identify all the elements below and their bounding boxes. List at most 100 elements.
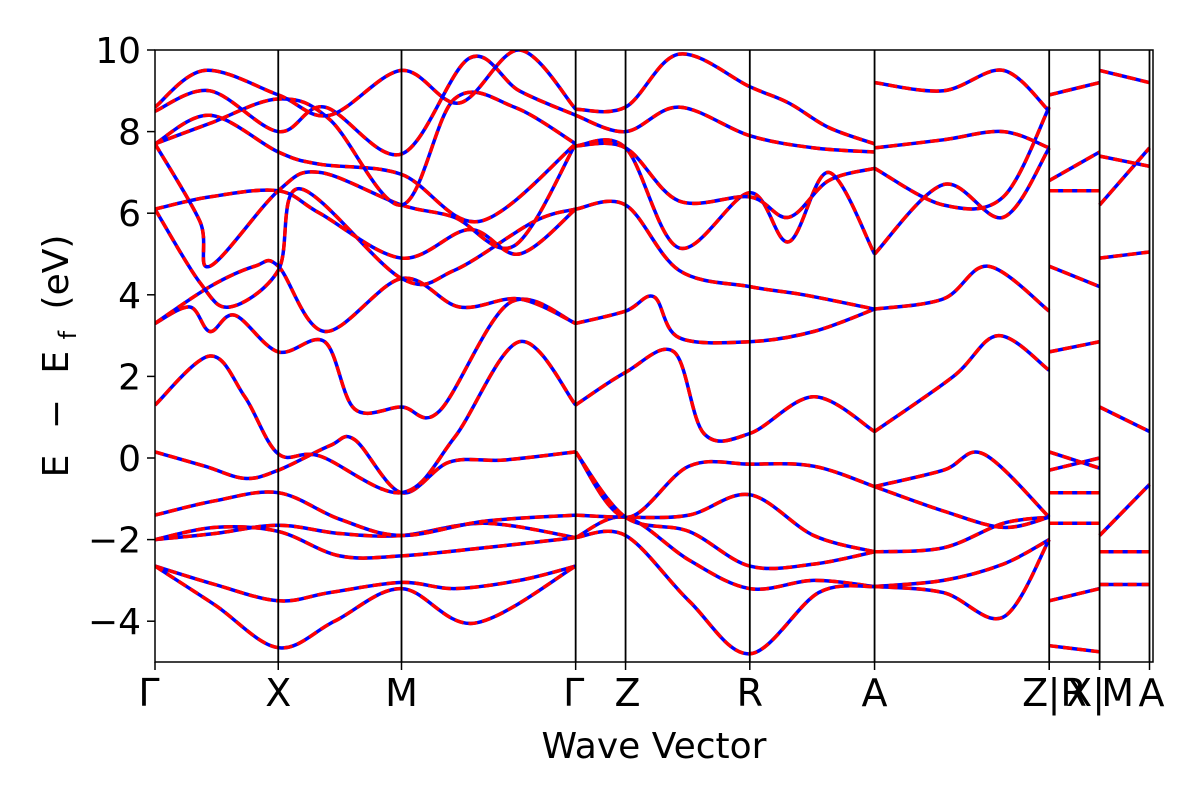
band-0 bbox=[155, 564, 577, 603]
band-39-overlay bbox=[1048, 643, 1100, 654]
x-tick-label-5: R bbox=[737, 671, 763, 715]
band-3-overlay bbox=[155, 525, 576, 560]
band-37 bbox=[874, 129, 1050, 150]
band-28-overlay bbox=[874, 538, 1051, 589]
bands-layer bbox=[155, 50, 1151, 656]
band-5-overlay bbox=[155, 434, 576, 495]
band-24-reference bbox=[575, 138, 877, 255]
band-28 bbox=[874, 538, 1051, 589]
band-10 bbox=[155, 188, 577, 260]
band-22-overlay bbox=[575, 294, 876, 345]
band-54-overlay bbox=[1099, 250, 1150, 260]
band-30-overlay bbox=[874, 515, 1050, 554]
band-5 bbox=[155, 434, 576, 495]
band-33 bbox=[873, 333, 1051, 433]
y-tick-label-6: 8 bbox=[118, 113, 141, 154]
y-tick-label-7: 10 bbox=[95, 31, 141, 72]
band-14-overlay bbox=[155, 54, 577, 157]
band-17-reference bbox=[575, 529, 875, 656]
y-tick-label-4: 4 bbox=[118, 276, 141, 317]
x-tick-label-3: Γ bbox=[563, 671, 584, 715]
band-13 bbox=[155, 90, 577, 207]
band-40-overlay bbox=[1048, 586, 1101, 603]
x-tick-label-6: A bbox=[862, 671, 888, 715]
band-53 bbox=[1098, 405, 1151, 434]
band-9-overlay bbox=[155, 186, 577, 309]
y-tick-label-3: 2 bbox=[118, 357, 141, 398]
band-37-reference bbox=[874, 129, 1050, 150]
band-22 bbox=[575, 294, 876, 345]
band-44-overlay bbox=[1048, 450, 1101, 470]
y-axis-ticks: −4 −2 0 2 4 6 8 10 bbox=[88, 31, 155, 643]
band-1-overlay bbox=[155, 564, 577, 650]
band-14 bbox=[155, 54, 577, 157]
band-13-overlay bbox=[155, 90, 577, 207]
y-label-e2: E bbox=[36, 351, 77, 374]
band-36 bbox=[873, 106, 1051, 211]
high-symmetry-lines bbox=[277, 50, 1151, 662]
band-7-overlay bbox=[155, 297, 577, 420]
band-19-overlay bbox=[574, 450, 876, 519]
band-49 bbox=[1048, 80, 1101, 97]
band-21 bbox=[574, 347, 876, 443]
band-43 bbox=[1048, 456, 1101, 472]
band-45 bbox=[1048, 339, 1100, 354]
band-24 bbox=[575, 138, 877, 255]
band-39 bbox=[1048, 643, 1100, 654]
band-32-overlay bbox=[874, 450, 1051, 519]
x-tick-label-8: |R bbox=[1048, 671, 1087, 716]
band-26 bbox=[575, 105, 875, 154]
band-2 bbox=[155, 521, 576, 542]
band-10-overlay bbox=[155, 188, 577, 260]
band-55-overlay bbox=[1098, 146, 1151, 207]
band-23-overlay bbox=[575, 199, 875, 311]
band-30-reference bbox=[874, 515, 1050, 554]
y-label-subscript: f bbox=[54, 330, 82, 339]
x-tick-label-10: M bbox=[1101, 671, 1134, 715]
band-18 bbox=[575, 492, 876, 554]
band-17 bbox=[575, 529, 875, 656]
band-25 bbox=[575, 141, 876, 220]
band-23-reference bbox=[575, 199, 875, 311]
band-54 bbox=[1099, 250, 1150, 260]
band-20-overlay bbox=[574, 450, 875, 571]
band-45-overlay bbox=[1048, 339, 1100, 354]
y-tick-label-5: 6 bbox=[118, 194, 141, 235]
x-tick-label-11: A bbox=[1139, 671, 1165, 715]
x-tick-label-1: X bbox=[265, 671, 291, 715]
band-15-overlay bbox=[155, 50, 578, 118]
band-4 bbox=[155, 490, 576, 538]
band-6 bbox=[155, 339, 578, 495]
band-4-reference bbox=[155, 490, 576, 538]
band-20 bbox=[574, 450, 875, 571]
band-33-reference bbox=[873, 333, 1051, 433]
band-57 bbox=[1099, 68, 1150, 85]
band-24-overlay bbox=[575, 138, 877, 255]
band-48-overlay bbox=[1048, 150, 1101, 183]
band-12 bbox=[155, 113, 577, 224]
band-55 bbox=[1098, 146, 1151, 207]
band-52-overlay bbox=[1098, 483, 1151, 537]
x-tick-label-4: Z bbox=[615, 671, 641, 715]
band-26-overlay bbox=[575, 105, 875, 154]
band-37-overlay bbox=[874, 129, 1050, 150]
band-17-overlay bbox=[575, 529, 875, 656]
band-12-overlay bbox=[155, 113, 577, 224]
band-29-overlay bbox=[874, 538, 1051, 621]
band-5-reference bbox=[155, 434, 576, 495]
band-23 bbox=[575, 199, 875, 311]
band-31-overlay bbox=[874, 484, 1050, 530]
band-44 bbox=[1048, 450, 1101, 470]
band-52 bbox=[1098, 483, 1151, 537]
plot-frame bbox=[154, 49, 1154, 663]
band-4-overlay bbox=[155, 490, 576, 538]
band-34-overlay bbox=[874, 264, 1051, 313]
band-0-overlay bbox=[155, 564, 577, 603]
band-46-overlay bbox=[1048, 264, 1101, 289]
band-9 bbox=[155, 186, 577, 309]
band-11-overlay bbox=[155, 142, 578, 269]
y-label-unit: (eV) bbox=[36, 235, 77, 310]
band-46 bbox=[1048, 264, 1101, 289]
band-18-overlay bbox=[575, 492, 876, 554]
